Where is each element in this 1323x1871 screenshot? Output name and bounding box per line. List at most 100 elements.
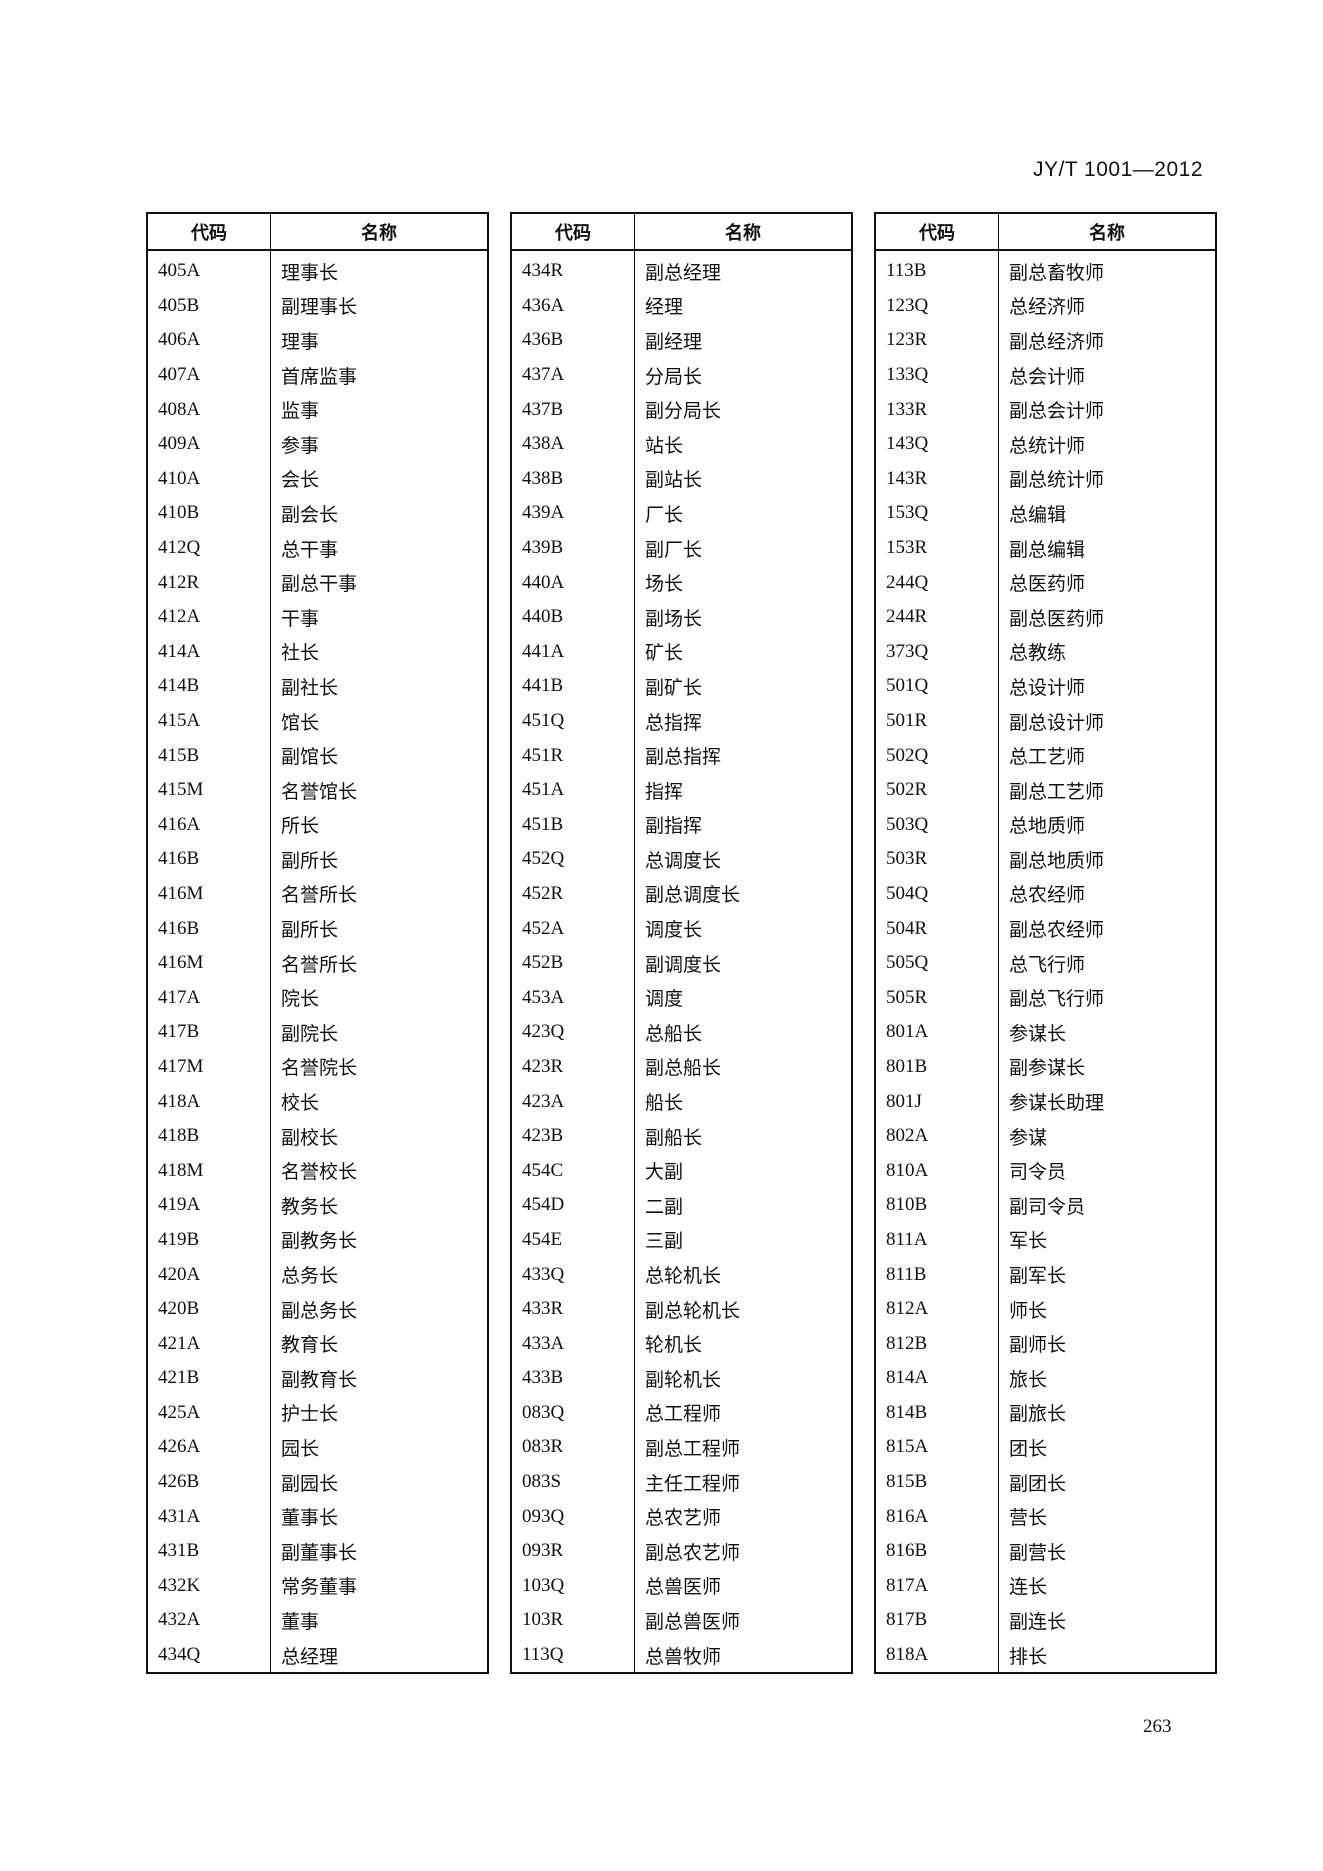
title-cell: 副总农经师	[998, 911, 1217, 946]
code-cell: 436B	[511, 323, 635, 358]
table-row: 153R 副总编辑	[875, 530, 1217, 566]
title-cell: 副师长	[998, 1326, 1217, 1361]
title-cell: 理事长	[270, 250, 489, 289]
code-cell: 433Q	[511, 1257, 635, 1292]
table-row: 502Q 总工艺师	[875, 738, 1217, 773]
title-cell: 副营长	[998, 1533, 1217, 1569]
title-cell: 所长	[270, 807, 489, 843]
table-row: 431B 副董事长	[147, 1533, 489, 1569]
code-cell: 437A	[511, 357, 635, 393]
title-cell: 副船长	[634, 1118, 853, 1154]
title-cell: 总编辑	[998, 496, 1217, 531]
code-cell: 418B	[147, 1118, 271, 1154]
table-row: 451R 副总指挥	[511, 738, 853, 773]
table-row: 439A 厂长	[511, 496, 853, 531]
table-row: 405B 副理事长	[147, 288, 489, 324]
table-row: 814B 副旅长	[875, 1395, 1217, 1431]
title-cell: 首席监事	[270, 357, 489, 393]
column-header-code: 代码	[875, 213, 999, 251]
code-cell: 103R	[511, 1603, 635, 1638]
code-cell: 502Q	[875, 738, 999, 773]
code-cell: 505Q	[875, 945, 999, 981]
table-row: 113Q 总兽牧师	[511, 1637, 853, 1674]
code-cell: 434R	[511, 250, 635, 289]
code-cell: 143R	[875, 461, 999, 497]
table-row: 416A 所长	[147, 807, 489, 843]
title-cell: 副矿长	[634, 669, 853, 704]
table-row: 416B 副所长	[147, 842, 489, 877]
title-cell: 馆长	[270, 703, 489, 739]
title-cell: 参谋长	[998, 1015, 1217, 1050]
table-row: 438B 副站长	[511, 461, 853, 497]
table-row: 815A 团长	[875, 1430, 1217, 1465]
title-cell: 总工程师	[634, 1395, 853, 1431]
code-cell: 113B	[875, 250, 999, 289]
code-cell: 818A	[875, 1637, 999, 1674]
code-cell: 423A	[511, 1084, 635, 1119]
title-cell: 分局长	[634, 357, 853, 393]
title-cell: 军长	[998, 1222, 1217, 1258]
table-row: 434R 副总经理	[511, 250, 853, 289]
title-cell: 参谋长助理	[998, 1084, 1217, 1119]
table-row: 503R 副总地质师	[875, 842, 1217, 877]
table-row: 810A 司令员	[875, 1153, 1217, 1189]
code-cell: 416M	[147, 945, 271, 981]
code-cell: 454D	[511, 1188, 635, 1223]
title-cell: 调度长	[634, 911, 853, 946]
title-cell: 干事	[270, 599, 489, 635]
table-row: 505R 副总飞行师	[875, 980, 1217, 1016]
title-cell: 厂长	[634, 496, 853, 531]
code-cell: 417A	[147, 980, 271, 1016]
table-row: 143R 副总统计师	[875, 461, 1217, 497]
code-cell: 433A	[511, 1326, 635, 1361]
title-cell: 总会计师	[998, 357, 1217, 393]
title-cell: 总教练	[998, 634, 1217, 670]
table-row: 801A 参谋长	[875, 1015, 1217, 1050]
table-row: 373Q 总教练	[875, 634, 1217, 670]
title-cell: 副总统计师	[998, 461, 1217, 497]
table-row: 143Q 总统计师	[875, 426, 1217, 462]
table-row: 801J 参谋长助理	[875, 1084, 1217, 1119]
code-cell: 816A	[875, 1499, 999, 1534]
code-cell: 123Q	[875, 288, 999, 324]
title-cell: 校长	[270, 1084, 489, 1119]
table-row: 407A 首席监事	[147, 357, 489, 393]
title-cell: 副总工程师	[634, 1430, 853, 1465]
code-cell: 153Q	[875, 496, 999, 531]
code-cell: 452Q	[511, 842, 635, 877]
code-cell: 412R	[147, 565, 271, 600]
title-cell: 三副	[634, 1222, 853, 1258]
table-row: 452Q 总调度长	[511, 842, 853, 877]
title-cell: 副总轮机长	[634, 1291, 853, 1327]
table-row: 416M 名誉所长	[147, 945, 489, 981]
table-row: 815B 副团长	[875, 1464, 1217, 1500]
code-cell: 423B	[511, 1118, 635, 1154]
table-row: 433Q 总轮机长	[511, 1257, 853, 1292]
title-cell: 会长	[270, 461, 489, 497]
title-cell: 副总调度长	[634, 876, 853, 912]
code-cell: 454C	[511, 1153, 635, 1189]
table-row: 503Q 总地质师	[875, 807, 1217, 843]
title-cell: 主任工程师	[634, 1464, 853, 1500]
code-cell: 407A	[147, 357, 271, 393]
title-cell: 副总畜牧师	[998, 250, 1217, 289]
code-cell: 416B	[147, 911, 271, 946]
title-cell: 团长	[998, 1430, 1217, 1465]
table-row: 123Q 总经济师	[875, 288, 1217, 324]
title-cell: 轮机长	[634, 1326, 853, 1361]
code-cell: 405A	[147, 250, 271, 289]
title-cell: 副军长	[998, 1257, 1217, 1292]
code-cell: 083R	[511, 1430, 635, 1465]
table-row: 093R 副总农艺师	[511, 1533, 853, 1569]
code-cell: 801J	[875, 1084, 999, 1119]
title-cell: 副连长	[998, 1603, 1217, 1638]
title-cell: 名誉所长	[270, 945, 489, 981]
code-cell: 419B	[147, 1222, 271, 1258]
code-cell: 416A	[147, 807, 271, 843]
title-cell: 董事长	[270, 1499, 489, 1534]
table-row: 816A 营长	[875, 1499, 1217, 1534]
table-row: 103Q 总兽医师	[511, 1568, 853, 1604]
title-cell: 副理事长	[270, 288, 489, 324]
code-cell: 415A	[147, 703, 271, 739]
title-cell: 副总工艺师	[998, 772, 1217, 808]
